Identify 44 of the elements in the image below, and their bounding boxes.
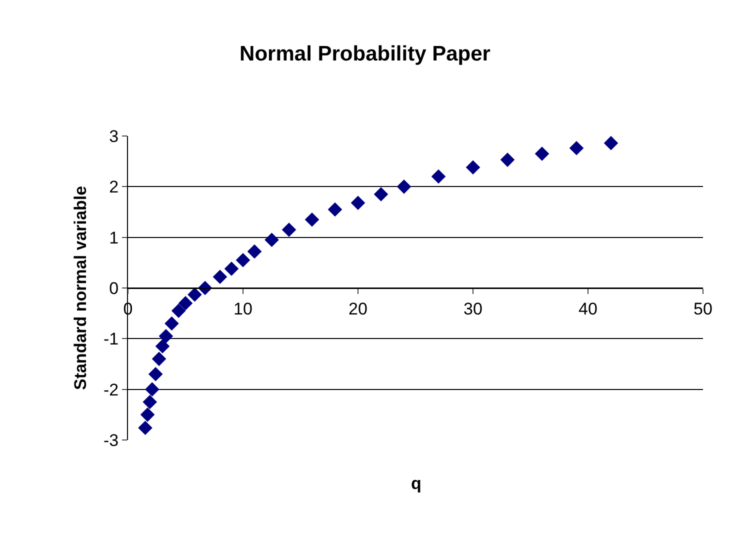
x-tick-label: 10 bbox=[234, 299, 252, 318]
point bbox=[374, 187, 388, 202]
point bbox=[236, 252, 250, 268]
y-tick-label: 1 bbox=[109, 228, 119, 248]
point bbox=[155, 339, 170, 354]
point bbox=[569, 141, 584, 156]
x-tick-label: 30 bbox=[464, 299, 482, 318]
point bbox=[534, 146, 550, 161]
y-tick-label: -3 bbox=[103, 430, 119, 450]
y-tick-label: 2 bbox=[109, 178, 119, 197]
point bbox=[431, 169, 446, 184]
point bbox=[500, 152, 515, 167]
x-tick-label: 20 bbox=[348, 299, 368, 318]
point bbox=[178, 296, 193, 310]
point bbox=[282, 222, 296, 237]
point bbox=[138, 420, 152, 435]
point bbox=[171, 304, 186, 318]
point bbox=[145, 382, 160, 396]
y-tick-label: -2 bbox=[103, 380, 119, 400]
point bbox=[396, 180, 412, 194]
point bbox=[188, 287, 202, 302]
point bbox=[350, 196, 366, 210]
chart-title: Normal Probability Paper bbox=[240, 42, 490, 66]
point bbox=[164, 316, 179, 331]
y-tick-label: -1 bbox=[103, 330, 119, 349]
y-axis-title: Standard normal variable bbox=[71, 186, 90, 390]
point bbox=[466, 160, 480, 175]
point bbox=[224, 262, 239, 276]
point bbox=[148, 366, 163, 382]
point bbox=[328, 202, 342, 217]
y-tick-label: 3 bbox=[109, 126, 119, 146]
y-tick-label: 0 bbox=[109, 278, 119, 298]
point bbox=[304, 212, 320, 227]
point bbox=[604, 136, 618, 150]
point bbox=[152, 352, 166, 366]
point bbox=[140, 408, 155, 422]
point bbox=[158, 328, 174, 344]
x-tick-label: 50 bbox=[694, 299, 712, 318]
x-tick-label: 40 bbox=[578, 299, 598, 318]
x-axis-title: q bbox=[411, 474, 422, 493]
point bbox=[142, 394, 157, 410]
point bbox=[247, 244, 262, 259]
point bbox=[264, 232, 279, 248]
point bbox=[212, 270, 228, 284]
